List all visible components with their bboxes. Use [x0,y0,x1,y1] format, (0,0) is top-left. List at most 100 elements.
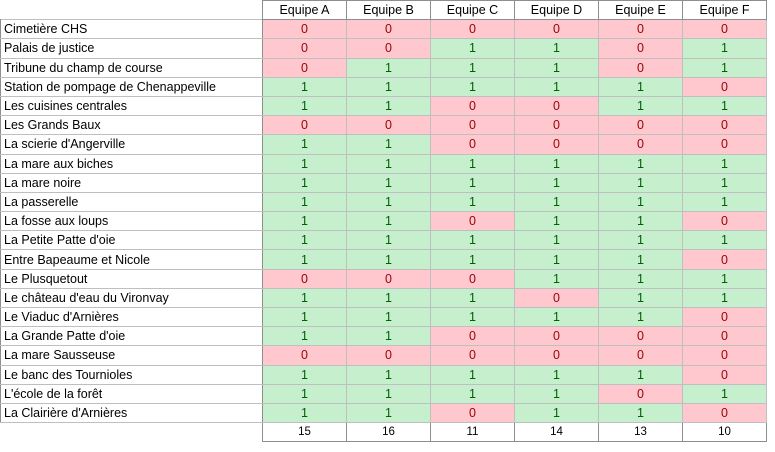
score-cell[interactable]: 0 [514,287,599,309]
score-cell[interactable]: 1 [346,191,431,213]
score-cell[interactable]: 1 [682,287,767,309]
total-cell[interactable]: 14 [514,422,599,443]
location-label[interactable]: Le château d'eau du Vironvay [0,287,263,309]
score-cell[interactable]: 0 [430,19,515,40]
team-header[interactable]: Equipe F [682,0,767,21]
score-cell[interactable]: 0 [514,95,599,117]
score-cell[interactable]: 0 [262,268,347,289]
location-label[interactable]: Cimetière CHS [0,19,263,40]
team-header[interactable]: Equipe E [598,0,683,21]
team-header[interactable]: Equipe D [514,0,599,21]
score-cell[interactable]: 1 [514,306,599,328]
score-cell[interactable]: 1 [430,287,515,309]
score-cell[interactable]: 0 [682,211,767,232]
score-cell[interactable]: 1 [514,191,599,213]
corner-cell[interactable] [1,1,263,20]
score-cell[interactable]: 1 [346,134,431,155]
score-cell[interactable]: 0 [346,115,431,136]
location-label[interactable]: L'école de la forêt [0,383,263,404]
location-label[interactable]: Le banc des Tournioles [0,364,263,385]
score-cell[interactable]: 1 [430,153,515,174]
score-cell[interactable]: 0 [682,134,767,155]
location-label[interactable]: Le Viaduc d'Arnières [0,306,263,328]
score-cell[interactable]: 0 [262,57,347,78]
location-label[interactable]: La mare Sausseuse [0,345,263,366]
score-cell[interactable]: 0 [598,38,683,59]
score-cell[interactable]: 0 [262,345,347,366]
score-cell[interactable]: 1 [262,249,347,270]
score-cell[interactable]: 0 [598,326,683,347]
score-cell[interactable]: 1 [598,402,683,424]
score-cell[interactable]: 1 [430,172,515,193]
score-cell[interactable]: 0 [598,19,683,40]
score-cell[interactable]: 0 [682,76,767,97]
score-cell[interactable]: 1 [346,57,431,78]
score-cell[interactable]: 1 [514,249,599,270]
location-label[interactable]: La Grande Patte d'oie [0,326,263,347]
score-cell[interactable]: 1 [346,326,431,347]
team-header[interactable]: Equipe C [430,0,515,21]
score-cell[interactable]: 1 [346,287,431,309]
score-cell[interactable]: 1 [346,230,431,251]
score-cell[interactable]: 1 [262,153,347,174]
score-cell[interactable]: 1 [430,57,515,78]
score-cell[interactable]: 0 [430,268,515,289]
score-cell[interactable]: 1 [598,76,683,97]
score-cell[interactable]: 1 [262,95,347,117]
score-cell[interactable]: 0 [430,402,515,424]
score-cell[interactable]: 1 [514,268,599,289]
score-cell[interactable]: 1 [430,191,515,213]
score-cell[interactable]: 0 [682,364,767,385]
score-cell[interactable]: 1 [430,306,515,328]
location-label[interactable]: La mare aux biches [0,153,263,174]
score-cell[interactable]: 1 [598,364,683,385]
score-cell[interactable]: 0 [514,345,599,366]
score-cell[interactable]: 0 [514,19,599,40]
score-cell[interactable]: 0 [430,95,515,117]
score-cell[interactable]: 1 [514,402,599,424]
score-cell[interactable]: 1 [598,95,683,117]
score-cell[interactable]: 0 [430,211,515,232]
team-header[interactable]: Equipe B [346,0,431,21]
score-cell[interactable]: 1 [682,38,767,59]
location-label[interactable]: Entre Bapeaume et Nicole [0,249,263,270]
location-label[interactable]: La mare noire [0,172,263,193]
score-cell[interactable]: 1 [514,230,599,251]
score-cell[interactable]: 0 [346,345,431,366]
team-header[interactable]: Equipe A [262,0,347,21]
score-cell[interactable]: 0 [430,134,515,155]
score-cell[interactable]: 0 [598,345,683,366]
location-label[interactable]: La fosse aux loups [0,211,263,232]
score-cell[interactable]: 0 [682,345,767,366]
score-cell[interactable]: 0 [430,326,515,347]
score-cell[interactable]: 0 [514,115,599,136]
score-cell[interactable]: 0 [262,19,347,40]
score-cell[interactable]: 1 [430,383,515,404]
score-cell[interactable]: 0 [262,38,347,59]
total-cell[interactable]: 16 [346,422,431,443]
score-cell[interactable]: 0 [682,249,767,270]
score-cell[interactable]: 1 [262,402,347,424]
score-cell[interactable]: 0 [682,402,767,424]
score-cell[interactable]: 0 [514,326,599,347]
score-cell[interactable]: 0 [598,383,683,404]
score-cell[interactable]: 1 [262,191,347,213]
score-cell[interactable]: 1 [682,383,767,404]
score-cell[interactable]: 0 [682,326,767,347]
score-cell[interactable]: 1 [514,364,599,385]
score-cell[interactable]: 1 [346,95,431,117]
score-cell[interactable]: 0 [262,115,347,136]
score-cell[interactable]: 1 [598,211,683,232]
score-cell[interactable]: 1 [514,153,599,174]
total-cell[interactable]: 11 [430,422,515,443]
score-cell[interactable]: 1 [346,211,431,232]
totals-label-cell[interactable] [1,423,263,442]
location-label[interactable]: La scierie d'Angerville [0,134,263,155]
location-label[interactable]: Palais de justice [0,38,263,59]
location-label[interactable]: Station de pompage de Chenappeville [0,76,263,97]
score-cell[interactable]: 1 [430,249,515,270]
score-cell[interactable]: 1 [514,383,599,404]
location-label[interactable]: La passerelle [0,191,263,213]
score-cell[interactable]: 1 [346,76,431,97]
score-cell[interactable]: 0 [682,115,767,136]
